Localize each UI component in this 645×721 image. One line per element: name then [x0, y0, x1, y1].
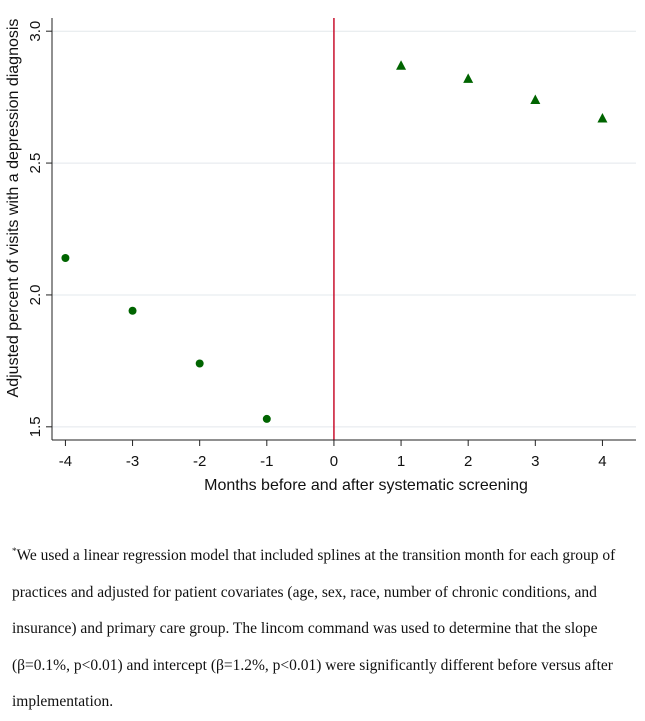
x-tick-label: 3 — [531, 453, 539, 470]
x-tick-label: 2 — [464, 453, 472, 470]
point-after-4 — [597, 112, 608, 123]
data-points — [61, 60, 608, 423]
y-tick-label: 3.0 — [27, 21, 44, 42]
x-tick-label: -1 — [260, 453, 273, 470]
scatter-chart: -4 -3 -2 -1 0 1 2 3 4 1.5 2.0 2.5 3.0 Months before… — [5, 18, 636, 494]
grid-lines — [52, 30, 636, 428]
point-after-3 — [530, 94, 541, 105]
x-tick-label: -2 — [193, 453, 206, 470]
x-tick-label: -4 — [59, 453, 72, 470]
y-tick-label: 2.0 — [27, 285, 44, 306]
x-axis-title: Months before and after systematic scree… — [204, 477, 528, 494]
x-axis-ticks: -4 -3 -2 -1 0 1 2 3 4 — [59, 440, 607, 470]
point-after-2 — [463, 73, 474, 83]
y-tick-label: 2.5 — [27, 153, 44, 174]
footnote-marker: * — [12, 545, 17, 556]
x-tick-label: 4 — [598, 453, 606, 470]
y-axis-ticks: 1.5 2.0 2.5 3.0 — [27, 21, 52, 437]
point-before--1 — [262, 414, 271, 423]
x-tick-label: 0 — [330, 453, 338, 470]
point-before--3 — [128, 306, 137, 315]
y-axis-title: Adjusted percent of visits with a depres… — [5, 19, 22, 398]
footnote-text: We used a linear regression model that i… — [12, 547, 616, 710]
footnote: *We used a linear regression model that … — [12, 538, 642, 721]
x-tick-label: 1 — [397, 453, 405, 470]
point-before--2 — [195, 359, 204, 368]
y-tick-label: 1.5 — [27, 416, 44, 437]
point-after-1 — [396, 60, 407, 70]
point-before--4 — [61, 254, 70, 263]
x-tick-label: -3 — [126, 453, 139, 470]
